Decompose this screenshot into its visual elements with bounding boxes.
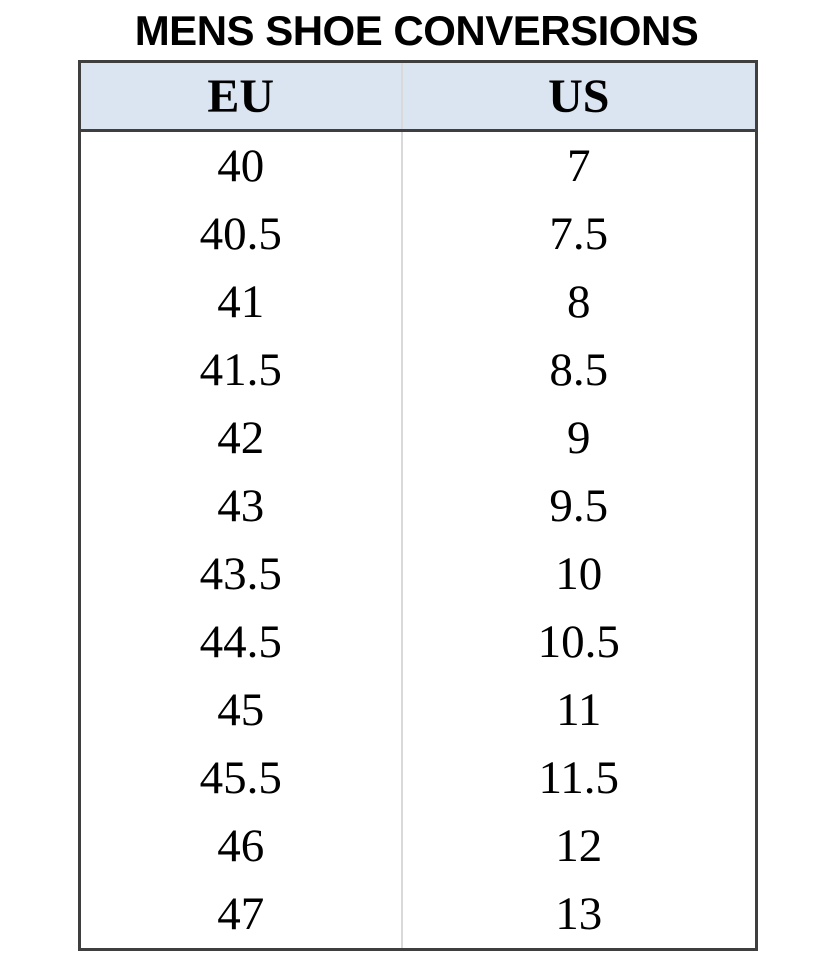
eu-size-cell: 40.5	[79, 200, 403, 268]
us-size-cell: 9.5	[549, 480, 609, 532]
table-row: 46 12	[79, 812, 757, 880]
table-row: 40.5 7.5	[79, 200, 757, 268]
eu-size-cell: 42	[79, 404, 403, 472]
table-row: 44.5 10.5	[79, 608, 757, 676]
eu-size-cell: 45.5	[79, 744, 403, 812]
table-row: 45.5 11.5	[79, 744, 757, 812]
us-size-cell: 8	[567, 276, 591, 328]
eu-size-cell: 45	[79, 676, 403, 744]
table-row: 43 9.5	[79, 472, 757, 540]
eu-size-cell: 43.5	[79, 540, 403, 608]
table-row: 41.5 8.5	[79, 336, 757, 404]
table-row: 45 11	[79, 676, 757, 744]
table-row: 42 9	[79, 404, 757, 472]
table-row: 41 8	[79, 268, 757, 336]
header-row: EU US	[79, 61, 757, 132]
table-row: 43.5 10	[79, 540, 757, 608]
us-size-cell: 10	[555, 548, 603, 600]
conversion-table: EU US 40 7 40.5 7.5 41 8 41.5 8.5 42 9 43 9.5 43.5 10…	[78, 60, 758, 951]
table-body: 40 7 40.5 7.5 41 8 41.5 8.5 42 9 43 9.5 43.5 10 44.5 10…	[79, 130, 757, 950]
table-row: 40 7	[79, 130, 757, 200]
eu-size-cell: 41	[79, 268, 403, 336]
eu-size-cell: 46	[79, 812, 403, 880]
us-size-cell: 13	[555, 888, 603, 940]
eu-size-cell: 40	[79, 130, 403, 200]
page-title: MENS SHOE CONVERSIONS	[134, 7, 699, 54]
eu-size-cell: 47	[79, 880, 403, 950]
us-size-cell: 7	[567, 140, 591, 192]
column-header-eu: EU	[79, 61, 403, 132]
table-header: EU US	[79, 61, 757, 132]
us-size-cell: 9	[567, 412, 591, 464]
us-size-cell: 11.5	[538, 752, 619, 804]
shoe-conversion-page: MENS SHOE CONVERSIONS EU US 40 7 40.5 7.5 41…	[78, 0, 758, 951]
us-size-cell: 11	[556, 684, 602, 736]
table-row: 47 13	[79, 880, 757, 950]
eu-size-cell: 41.5	[79, 336, 403, 404]
us-size-cell: 10.5	[537, 616, 620, 668]
us-size-cell: 8.5	[549, 344, 609, 396]
column-header-us: US	[401, 61, 757, 132]
eu-size-cell: 43	[79, 472, 403, 540]
us-size-cell: 7.5	[549, 208, 609, 260]
eu-size-cell: 44.5	[79, 608, 403, 676]
us-size-cell: 12	[555, 820, 603, 872]
